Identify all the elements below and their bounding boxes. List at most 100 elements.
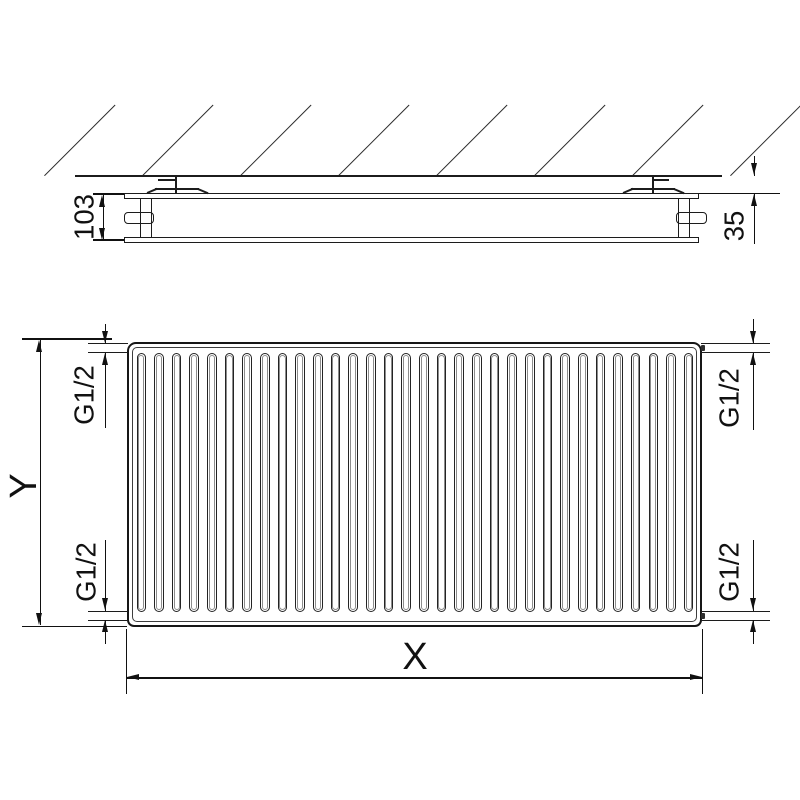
corrugation-slot bbox=[542, 353, 553, 612]
corrugation-field bbox=[136, 353, 694, 612]
corrugation-slot bbox=[560, 353, 570, 612]
corrugation-groove bbox=[332, 354, 339, 610]
corrugation-groove bbox=[667, 354, 675, 610]
corrugation-groove bbox=[685, 354, 692, 610]
connection-stub-top-left bbox=[88, 343, 128, 354]
corrugation-groove bbox=[544, 354, 551, 610]
depth-ext-line-top bbox=[93, 193, 124, 195]
hatch-line bbox=[730, 104, 800, 177]
width-arrow-right bbox=[690, 674, 703, 681]
corrugation-groove bbox=[314, 354, 321, 610]
corrugation-slot bbox=[577, 353, 588, 612]
hatch-line bbox=[44, 104, 116, 177]
corrugation-groove bbox=[208, 354, 216, 610]
corrugation-slot bbox=[489, 353, 500, 612]
corrugation-slot bbox=[419, 353, 429, 612]
right-bracket-hook bbox=[651, 178, 669, 181]
hatch-line bbox=[240, 104, 312, 177]
side-view-left-connection bbox=[123, 211, 154, 225]
radiator-front-body bbox=[127, 342, 702, 627]
stub-root-top-right bbox=[700, 345, 706, 352]
corrugation-slot bbox=[401, 353, 411, 612]
wall-surface-line bbox=[75, 175, 722, 177]
thread-tr-arrow-down bbox=[749, 330, 756, 343]
corrugation-slot bbox=[366, 353, 376, 612]
corrugation-groove bbox=[597, 354, 604, 610]
corrugation-slot bbox=[436, 353, 447, 612]
thread-tr-line-lower bbox=[752, 352, 755, 430]
thread-tl-line-lower bbox=[104, 352, 107, 428]
side-view-right-hub bbox=[677, 198, 690, 238]
corrugation-groove bbox=[526, 354, 533, 610]
thread-br-arrow-down bbox=[749, 598, 756, 611]
side-view-right-connection bbox=[675, 211, 707, 225]
corrugation-groove bbox=[491, 354, 498, 610]
wall-gap-arrow-up bbox=[750, 194, 757, 206]
corrugation-slot bbox=[313, 353, 323, 612]
corrugation-groove bbox=[508, 354, 516, 610]
corrugation-slot bbox=[507, 353, 517, 612]
corrugation-slot bbox=[154, 353, 164, 612]
corrugation-slot bbox=[260, 353, 270, 612]
corrugation-groove bbox=[173, 354, 180, 610]
connection-stub-bottom-right bbox=[701, 610, 770, 621]
corrugation-groove bbox=[226, 354, 233, 610]
corrugation-slot bbox=[348, 353, 358, 612]
height-dim-label: Y bbox=[3, 473, 45, 499]
corrugation-slot bbox=[630, 353, 641, 612]
height-dim-line bbox=[39, 340, 41, 625]
corrugation-slot bbox=[207, 353, 217, 612]
thread-bl-label: G1/2 bbox=[70, 542, 102, 602]
hatch-line bbox=[338, 104, 410, 177]
corrugation-slot bbox=[648, 353, 659, 612]
corrugation-groove bbox=[155, 354, 163, 610]
thread-bl-line-upper bbox=[104, 540, 107, 611]
corrugation-slot bbox=[471, 353, 482, 612]
corrugation-slot bbox=[295, 353, 305, 612]
hatch-line bbox=[534, 104, 606, 177]
corrugation-slot bbox=[136, 353, 147, 612]
width-dim-line bbox=[126, 677, 703, 679]
side-view-left-hub bbox=[139, 198, 152, 238]
height-arrow-up bbox=[36, 340, 43, 352]
depth-dim-line bbox=[102, 194, 104, 240]
corrugation-groove bbox=[650, 354, 657, 610]
depth-arrow-down bbox=[99, 227, 106, 240]
thread-br-label: G1/2 bbox=[713, 542, 745, 602]
right-bracket-bar bbox=[630, 187, 675, 190]
thread-tr-label: G1/2 bbox=[713, 368, 745, 428]
height-ext-line-top bbox=[22, 338, 112, 340]
thread-tl-arrow-down bbox=[101, 330, 108, 343]
height-arrow-down bbox=[36, 612, 43, 625]
height-ext-line-bottom bbox=[22, 626, 127, 628]
thread-tl-label: G1/2 bbox=[68, 365, 100, 425]
depth-arrow-up bbox=[99, 194, 106, 207]
side-view-bottom-panel bbox=[124, 236, 699, 243]
connection-stub-bottom-left bbox=[88, 610, 128, 621]
corrugation-slot bbox=[330, 353, 341, 612]
width-arrow-left bbox=[126, 674, 139, 681]
stub-root-bottom-right bbox=[700, 612, 706, 619]
corrugation-groove bbox=[561, 354, 569, 610]
corrugation-slot bbox=[171, 353, 182, 612]
corrugation-groove bbox=[438, 354, 445, 610]
corrugation-groove bbox=[297, 354, 304, 610]
corrugation-groove bbox=[456, 354, 463, 610]
hatch-line bbox=[142, 104, 214, 177]
corrugation-slot bbox=[524, 353, 535, 612]
corrugation-slot bbox=[595, 353, 606, 612]
thread-br-line-upper bbox=[752, 540, 755, 611]
corrugation-groove bbox=[420, 354, 427, 610]
corrugation-groove bbox=[579, 354, 586, 610]
corrugation-groove bbox=[244, 354, 251, 610]
corrugation-slot bbox=[454, 353, 464, 612]
corrugation-groove bbox=[350, 354, 357, 610]
corrugation-slot bbox=[224, 353, 235, 612]
width-ext-line-left bbox=[126, 629, 128, 694]
width-ext-line-right bbox=[702, 629, 704, 694]
corrugation-groove bbox=[403, 354, 410, 610]
hatch-line bbox=[436, 104, 508, 177]
thread-tl-arrow-up bbox=[101, 352, 108, 365]
corrugation-groove bbox=[261, 354, 268, 610]
